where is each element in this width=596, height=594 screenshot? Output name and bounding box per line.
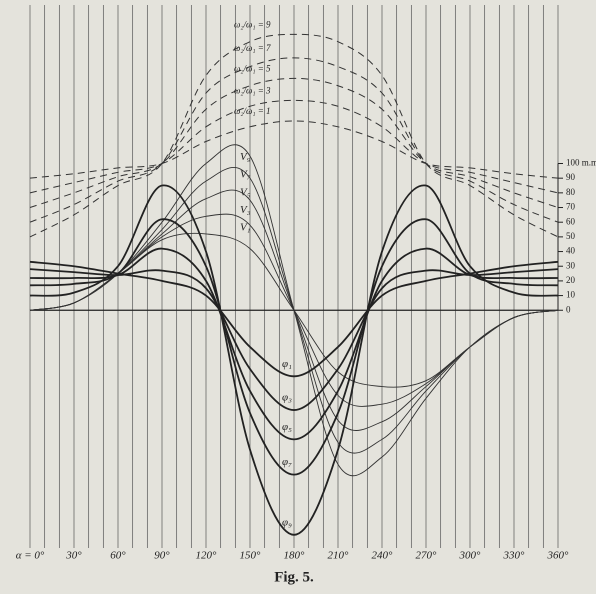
series-label: φ₃ [282,392,292,404]
series-line [29,33,559,238]
series-line [29,247,559,441]
y-tick-label: 30 [566,260,576,270]
series-label: φ₅ [282,421,292,433]
y-tick-label: 0 [566,304,571,314]
y-tick-label: 100 m.m [566,158,596,168]
series-label: φ₇ [282,456,292,468]
series-label: ω₂/ω₁ = 9 [234,19,271,29]
y-tick-label: 90 [566,172,576,182]
series-label: V₃ [240,204,251,216]
x-tick-label: 30° [65,550,82,562]
series-line [29,120,559,179]
x-tick-label: 330° [503,550,526,562]
x-tick-label: 120° [196,550,218,562]
x-tick-label: 90° [154,550,170,562]
x-tick-label: 60° [110,550,126,562]
y-tick-label: 80 [566,187,576,197]
x-tick-label: 210° [328,550,350,562]
x-tick-label: 270° [416,550,438,562]
series-label: φ₁ [282,358,292,370]
series-line [29,218,559,476]
x-tick-label: 240° [372,550,394,562]
x-tick-label: 300° [459,550,482,562]
series-line [29,77,559,208]
series-label: V₇ [240,169,251,181]
series-label: ω₂/ω₁ = 1 [234,106,271,116]
y-tick-label: 70 [566,202,576,212]
series-label: φ₉ [282,516,292,528]
y-tick-label: 10 [566,290,576,300]
y-tick-label: 50 [566,231,576,241]
x-tick-label: 360° [547,550,570,562]
series-label: ω₂/ω₁ = 7 [234,43,271,53]
series-label: ω₂/ω₁ = 5 [234,63,271,73]
series-label: V₉ [240,151,251,163]
series-label: ω₂/ω₁ = 3 [234,85,271,95]
y-tick-label: 40 [566,246,576,256]
series-label: V₅ [240,186,251,198]
series-line [29,57,559,223]
series-line [29,184,559,536]
y-tick-label: 60 [566,216,576,226]
x-tick-label: α = 0° [16,550,45,562]
x-tick-label: 150° [240,550,262,562]
series-line [29,99,559,194]
caption: Fig. 5. [274,569,314,585]
series-label: V₁ [240,221,251,233]
y-tick-label: 20 [566,275,576,285]
x-tick-label: 180° [284,550,306,562]
